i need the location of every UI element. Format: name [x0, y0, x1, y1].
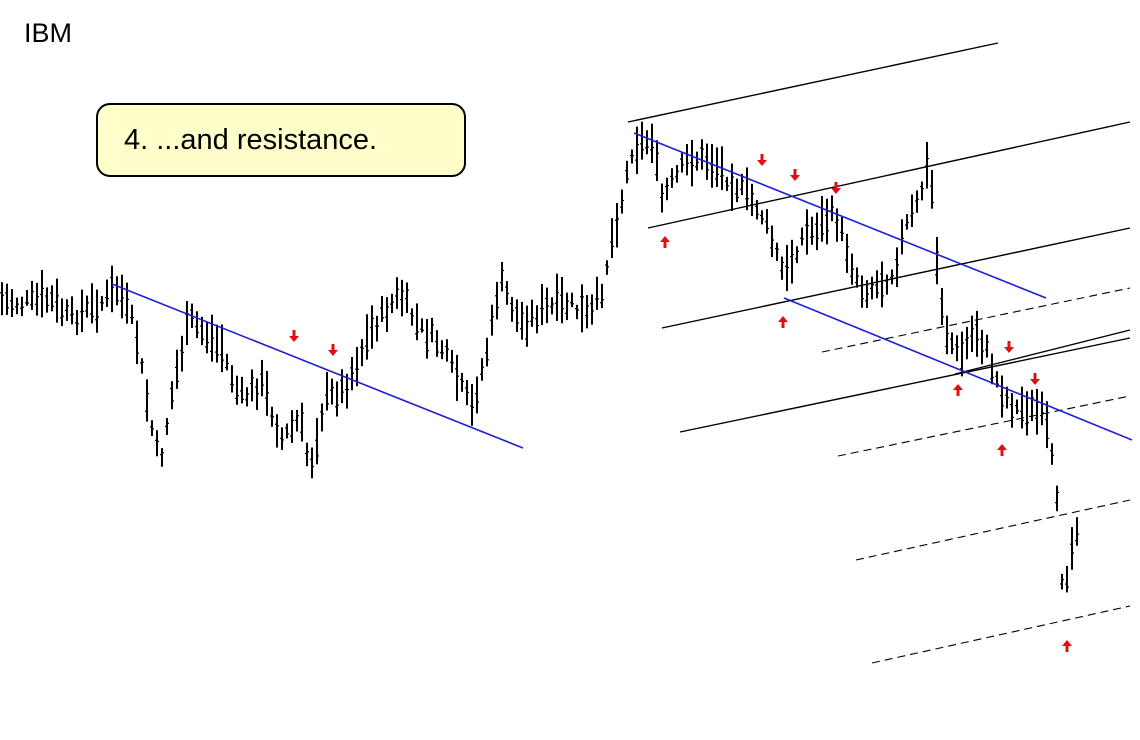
red-down-arrow-icon	[757, 160, 767, 166]
channel-line	[679, 337, 1131, 433]
channel-line	[661, 227, 1131, 329]
channel-line-dashed	[837, 395, 1131, 457]
red-up-arrow-shaft	[781, 322, 785, 328]
red-up-arrow-shaft	[663, 242, 667, 248]
red-up-arrow-icon	[660, 236, 670, 242]
red-up-arrow-icon	[953, 384, 963, 390]
trendline	[783, 297, 1133, 441]
callout-box: 4. ...and resistance.	[96, 103, 466, 177]
red-down-arrow-shaft	[1007, 341, 1011, 347]
red-up-arrow-icon	[1062, 640, 1072, 646]
red-down-arrow-icon	[831, 188, 841, 194]
trendline	[633, 132, 1047, 299]
channel-line	[647, 121, 1131, 229]
callout-text: 4. ...and resistance.	[124, 123, 378, 156]
red-up-arrow-icon	[778, 316, 788, 322]
channel-line	[627, 42, 999, 123]
trendline	[111, 283, 524, 449]
red-down-arrow-shaft	[760, 154, 764, 160]
red-down-arrow-shaft	[793, 169, 797, 175]
red-down-arrow-icon	[1030, 379, 1040, 385]
channel-line	[954, 329, 1131, 375]
red-down-arrow-shaft	[331, 344, 335, 350]
red-up-arrow-shaft	[1065, 646, 1069, 652]
red-up-arrow-icon	[997, 444, 1007, 450]
red-down-arrow-shaft	[292, 330, 296, 336]
channel-line-dashed	[855, 499, 1131, 561]
ticker-label: IBM	[24, 18, 73, 48]
red-down-arrow-icon	[328, 350, 338, 356]
red-down-arrow-shaft	[834, 182, 838, 188]
red-down-arrow-icon	[790, 175, 800, 181]
red-up-arrow-shaft	[1000, 450, 1004, 456]
channel-line-dashed	[871, 605, 1131, 664]
red-down-arrow-shaft	[1033, 373, 1037, 379]
red-down-arrow-icon	[1004, 347, 1014, 353]
red-up-arrow-shaft	[956, 390, 960, 396]
channel-line-dashed	[821, 287, 1131, 353]
red-down-arrow-icon	[289, 336, 299, 342]
